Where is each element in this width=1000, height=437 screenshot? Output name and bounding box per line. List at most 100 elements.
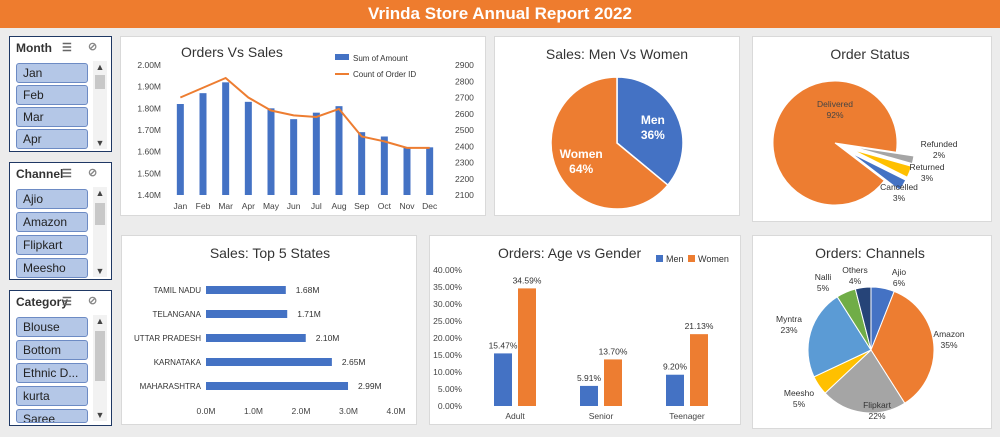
slicer-item-saree[interactable]: Saree bbox=[16, 409, 88, 423]
x-tick-label: Senior bbox=[589, 411, 614, 421]
y-tick-label: 25.00% bbox=[433, 316, 462, 326]
slicer-item-meesho[interactable]: Meesho bbox=[16, 258, 88, 278]
pie-slice-myntra bbox=[807, 296, 872, 378]
scroll-up-icon[interactable]: ▲ bbox=[95, 188, 105, 198]
y-tick-label: 20.00% bbox=[433, 333, 462, 343]
bar-amount-dec bbox=[426, 147, 434, 195]
channels-chart: Orders: ChannelsAjio6%Amazon35%Flipkart2… bbox=[776, 245, 965, 421]
x-tick-label: 1.0M bbox=[244, 406, 263, 416]
slice-label: Nalli bbox=[815, 272, 832, 282]
data-label: 34.59% bbox=[513, 275, 542, 285]
y-right-tick-label: 2800 bbox=[455, 76, 474, 86]
y-right-tick-label: 2100 bbox=[455, 190, 474, 200]
slice-label: Returned bbox=[910, 162, 945, 172]
y-right-tick-label: 2200 bbox=[455, 174, 474, 184]
slicer-item-feb[interactable]: Feb bbox=[16, 85, 88, 105]
y-left-tick-label: 1.50M bbox=[137, 168, 161, 178]
channels-card: Orders: Channels Ajio 6% Amazon 35% Flipkart 2… bbox=[752, 235, 992, 429]
bar-men-teenager bbox=[666, 374, 684, 406]
bar-maharashtra bbox=[206, 382, 349, 390]
bar-amount-nov bbox=[403, 147, 411, 195]
bar-karnataka bbox=[206, 358, 332, 366]
scroll-up-icon[interactable]: ▲ bbox=[95, 316, 105, 326]
top-states-card: Sales: Top 5 States TAMIL NADU 1.68M TELANG… bbox=[121, 235, 417, 425]
bar-uttar-pradesh bbox=[206, 334, 306, 342]
pie-slice-returned bbox=[851, 149, 913, 178]
slicer-item-mar[interactable]: Mar bbox=[16, 107, 88, 127]
bar-women-senior bbox=[604, 359, 622, 406]
scroll-thumb[interactable] bbox=[95, 331, 105, 381]
y-right-tick-label: 2500 bbox=[455, 125, 474, 135]
scroll-thumb[interactable] bbox=[95, 203, 105, 225]
age-vs-gender-card: Orders: Age vs Gender Men Women 0.00% 5.00% 1… bbox=[429, 235, 741, 425]
data-label: 2.10M bbox=[316, 333, 340, 343]
clear-filter-icon[interactable]: ⊘ bbox=[88, 295, 98, 307]
slicer-item-apr[interactable]: Apr bbox=[16, 129, 88, 149]
slicer-item-blouse[interactable]: Blouse bbox=[16, 317, 88, 337]
x-tick-label: Adult bbox=[505, 411, 525, 421]
y-tick-label: 35.00% bbox=[433, 282, 462, 292]
month-slicer-scrollbar[interactable]: ▲ ▼ bbox=[93, 61, 107, 149]
pie-slice-refunded bbox=[852, 146, 915, 165]
x-tick-label: Mar bbox=[218, 201, 233, 211]
bar-amount-mar bbox=[222, 82, 230, 195]
scroll-down-icon[interactable]: ▼ bbox=[95, 410, 105, 420]
category-label: KARNATAKA bbox=[154, 358, 202, 367]
y-right-tick-label: 2300 bbox=[455, 158, 474, 168]
x-tick-label: 0.0M bbox=[197, 406, 216, 416]
order-status-card: Order Status Delivered 92% Refunded 2% Return… bbox=[752, 36, 992, 222]
bar-amount-jun bbox=[290, 119, 298, 195]
bar-amount-sep bbox=[358, 132, 366, 195]
data-label: 13.70% bbox=[599, 346, 628, 356]
slice-percent: 35% bbox=[940, 340, 957, 350]
x-tick-label: Dec bbox=[422, 201, 438, 211]
bar-amount-may bbox=[267, 108, 275, 195]
category-slicer-header: Category ☰ ⊘ bbox=[10, 291, 111, 313]
slicer-item-kurta[interactable]: kurta bbox=[16, 386, 88, 406]
category-slicer-scrollbar[interactable]: ▲ ▼ bbox=[93, 315, 107, 421]
chart-title: Orders Vs Sales bbox=[181, 44, 283, 60]
bar-amount-jul bbox=[312, 112, 320, 195]
slice-label: Ajio bbox=[892, 267, 906, 277]
bar-amount-apr bbox=[244, 101, 252, 195]
x-tick-label: May bbox=[263, 201, 280, 211]
scroll-up-icon[interactable]: ▲ bbox=[95, 62, 105, 72]
bar-men-adult bbox=[494, 353, 512, 406]
chart-title: Order Status bbox=[830, 46, 909, 62]
month-slicer: Month ☰ ⊘ Jan Feb Mar Apr ▲ ▼ bbox=[9, 36, 112, 152]
slicer-item-flipkart[interactable]: Flipkart bbox=[16, 235, 88, 255]
scroll-down-icon[interactable]: ▼ bbox=[95, 266, 105, 276]
scroll-thumb[interactable] bbox=[95, 75, 105, 89]
multi-select-icon[interactable]: ☰ bbox=[62, 168, 72, 180]
channel-slicer-scrollbar[interactable]: ▲ ▼ bbox=[93, 187, 107, 277]
slice-label: Amazon bbox=[933, 329, 964, 339]
slice-percent: 92% bbox=[826, 110, 843, 120]
data-label: 1.68M bbox=[296, 285, 320, 295]
bar-women-teenager bbox=[690, 334, 708, 406]
clear-filter-icon[interactable]: ⊘ bbox=[88, 41, 98, 53]
slicer-item-jan[interactable]: Jan bbox=[16, 63, 88, 83]
slicer-item-bottom[interactable]: Bottom bbox=[16, 340, 88, 360]
clear-filter-icon[interactable]: ⊘ bbox=[88, 167, 98, 179]
slice-percent: 36% bbox=[641, 128, 665, 142]
bar-amount-aug bbox=[335, 106, 343, 195]
multi-select-icon[interactable]: ☰ bbox=[62, 296, 72, 308]
pie-slice-women bbox=[550, 76, 669, 210]
slicer-item-amazon[interactable]: Amazon bbox=[16, 212, 88, 232]
category-label: TELANGANA bbox=[153, 310, 202, 319]
category-slicer-label: Category bbox=[16, 295, 69, 309]
legend-swatch-women bbox=[688, 255, 695, 262]
x-tick-label: Apr bbox=[242, 201, 255, 211]
scroll-down-icon[interactable]: ▼ bbox=[95, 138, 105, 148]
multi-select-icon[interactable]: ☰ bbox=[62, 42, 72, 54]
y-tick-label: 40.00% bbox=[433, 265, 462, 275]
y-right-tick-label: 2400 bbox=[455, 141, 474, 151]
data-label: 2.99M bbox=[358, 381, 382, 391]
channel-slicer: Channel ☰ ⊘ Ajio Amazon Flipkart Meesho … bbox=[9, 162, 112, 280]
slicer-item-ethnic-dress[interactable]: Ethnic D... bbox=[16, 363, 88, 383]
x-tick-label: Nov bbox=[399, 201, 415, 211]
y-tick-label: 0.00% bbox=[438, 401, 463, 411]
pie-slice-amazon bbox=[870, 290, 935, 404]
report-banner: Vrinda Store Annual Report 2022 bbox=[0, 0, 1000, 28]
slicer-item-ajio[interactable]: Ajio bbox=[16, 189, 88, 209]
